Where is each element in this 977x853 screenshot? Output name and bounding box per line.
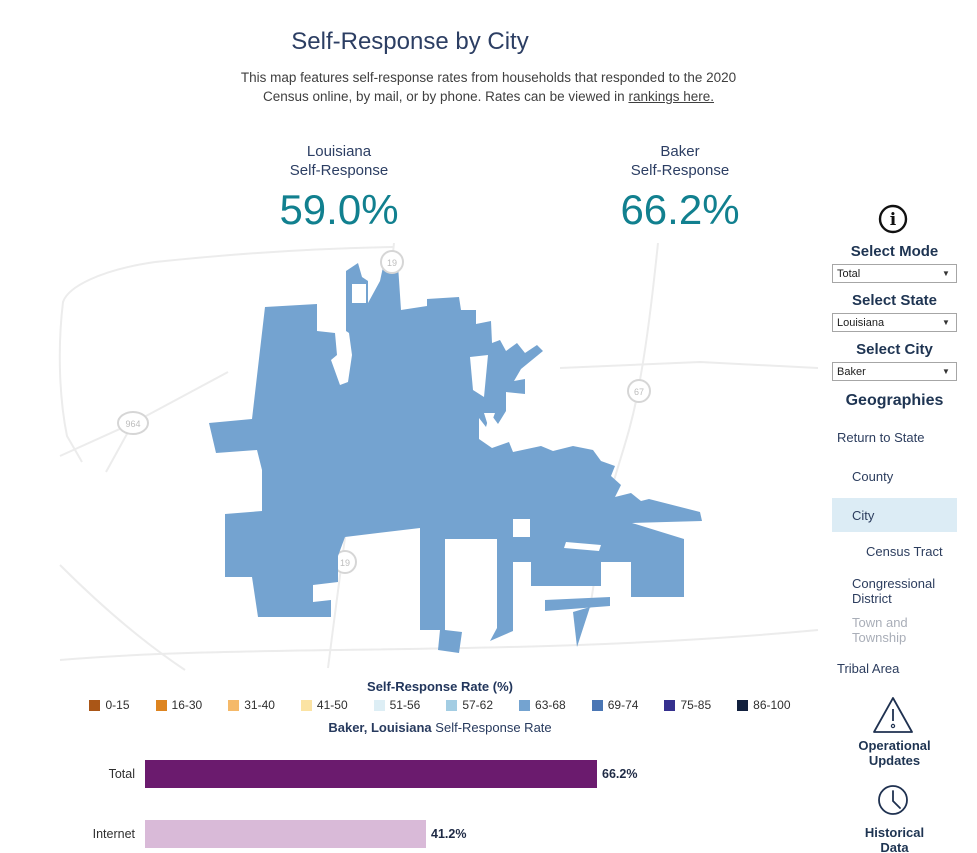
geo-item-tribal-area[interactable]: Tribal Area [837,661,900,676]
route-badge-964: 964 [117,411,149,435]
route-badge-964-label: 964 [125,419,140,429]
geo-item-congressional-district[interactable]: Congressional District [852,576,936,606]
state-dropdown-value: Louisiana [837,316,885,329]
bar-value: 66.2% [602,767,638,781]
city-stat: Baker Self-Response 66.2% [560,142,800,234]
city-stat-region: Baker [660,143,700,160]
legend-item: 0-15 [89,698,130,712]
legend-swatch [89,699,101,711]
route-badge-19-label: 19 [387,258,397,268]
geo-item-census-tract[interactable]: Census Tract [866,544,943,559]
bar-label: Total [108,767,135,781]
state-dropdown[interactable]: Louisiana ▼ [832,313,957,332]
chevron-down-icon: ▼ [942,269,950,278]
city-polygon[interactable] [209,263,702,653]
warning-triangle-icon[interactable] [871,694,915,736]
legend-swatch [300,699,312,711]
bar-row-internet: Internet 41.2% [0,820,466,848]
bar-label: Internet [92,827,135,841]
state-stat-label: Self-Response [289,162,389,179]
legend-item: 16-30 [155,698,202,712]
clock-icon[interactable] [876,783,910,817]
mode-dropdown-value: Total [837,267,861,280]
legend-item: 51-56 [373,698,420,712]
route-badge-19-south: 19 [333,550,357,574]
map-canvas: 19 19 67 964 [58,243,819,671]
geo-item-county[interactable]: County [852,469,894,484]
route-badge-67-label: 67 [634,387,644,397]
city-stat-label: Self-Response [630,162,730,179]
legend-swatch [228,699,240,711]
operational-updates-button[interactable]: Operational Updates [858,738,931,768]
geo-item-city[interactable]: City [832,498,957,532]
east-road [559,360,819,369]
route-964-road [59,371,229,457]
mode-dropdown[interactable]: Total ▼ [832,264,957,283]
page-subtitle: This map features self-response rates fr… [0,68,977,106]
legend-item: 41-50 [300,698,348,712]
city-stat-value: 66.2% [620,186,740,233]
internet-bar [145,820,426,848]
southwest-road [59,564,186,671]
route-badge-19: 19 [380,250,404,274]
chart-caption-rest: Self-Response Rate [435,720,552,735]
legend-item: 63-68 [519,698,566,712]
legend-swatch [737,699,749,711]
select-state-heading: Select State [851,292,938,309]
geo-item-town-and-township: Town and Township [852,615,908,645]
chevron-down-icon: ▼ [942,318,950,327]
legend-swatch [373,699,385,711]
legend-item: 86-100 [737,698,791,712]
legend-swatch [155,699,167,711]
legend: 0-15 16-30 31-40 41-50 51-56 57-62 63-68… [60,698,820,712]
legend-item: 69-74 [591,698,638,712]
state-stat: Louisiana Self-Response 59.0% [219,142,459,234]
chart-caption-place: Baker, Louisiana [328,720,432,735]
legend-swatch [446,699,458,711]
bar-row-total: Total 66.2% [0,760,637,788]
bar-value: 41.2% [431,827,467,841]
select-city-heading: Select City [856,341,933,358]
route-badge-67: 67 [627,379,651,403]
state-stat-value: 59.0% [279,186,399,233]
subtitle-line2: Census online, by mail, or by phone. Rat… [262,89,625,104]
polygon-cutouts [352,284,614,551]
select-mode-heading: Select Mode [850,243,939,260]
historical-data-button[interactable]: Historical Data [864,825,925,853]
legend-swatch [519,699,531,711]
legend-item: 75-85 [664,698,711,712]
route-badge-19-south-label: 19 [340,558,350,568]
legend-swatch [591,699,603,711]
rankings-link[interactable]: rankings here. [628,89,715,104]
chart-caption: Baker, Louisiana Self-Response Rate [60,720,820,735]
svg-text:i: i [890,210,897,230]
info-icon[interactable]: i [877,203,909,235]
city-dropdown[interactable]: Baker ▼ [832,362,957,381]
subtitle-line1: This map features self-response rates fr… [240,70,737,85]
polygon-slivers [545,597,610,647]
geo-item-return-to-state[interactable]: Return to State [837,430,925,445]
west-boundary-road [58,261,156,463]
city-dropdown-value: Baker [837,365,866,378]
state-stat-region: Louisiana [306,143,372,160]
legend-item: 31-40 [228,698,275,712]
chevron-down-icon: ▼ [942,367,950,376]
page-title: Self-Response by City [291,28,529,55]
legend-title: Self-Response Rate (%) [367,679,513,694]
legend-swatch [664,699,676,711]
legend-item: 57-62 [446,698,493,712]
total-bar [145,760,597,788]
north-boundary-road [154,246,394,263]
south-road [59,629,819,661]
geographies-heading: Geographies [845,392,944,409]
